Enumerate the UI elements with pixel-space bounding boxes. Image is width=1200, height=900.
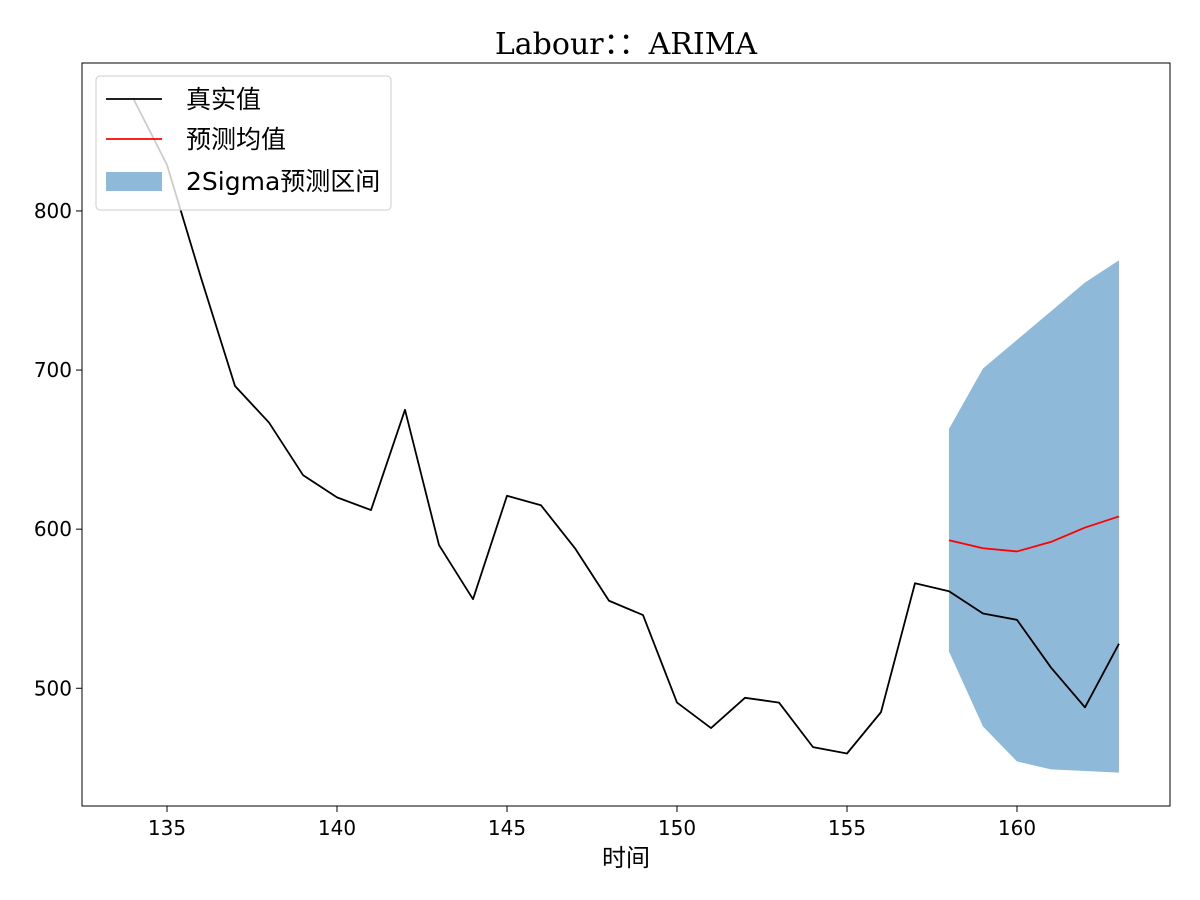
x-axis: 135 140 145 150 155 160 [148,806,1036,840]
series-line-actual [132,97,1120,755]
y-tick-label: 600 [34,517,72,541]
y-tick-label: 700 [34,358,72,382]
y-tick-label: 500 [34,676,72,700]
series-line-forecast [948,515,1120,553]
x-tick-label: 140 [318,816,356,840]
plot-area [132,97,1120,773]
legend-label-actual: 真实值 [186,85,261,114]
legend-frame [95,75,392,211]
x-axis-label: 时间 [602,844,650,872]
legend-label-interval: 2Sigma预测区间 [186,167,380,196]
legend-swatch-interval [106,172,162,191]
series-band-interval [949,260,1119,773]
x-tick-label: 155 [828,816,866,840]
x-tick-label: 150 [658,816,696,840]
legend-label-forecast: 预测均值 [186,125,286,154]
x-tick-label: 135 [148,816,186,840]
y-tick-label: 800 [34,199,72,223]
legend: 真实值 预测均值 2Sigma预测区间 [95,75,392,211]
plot-frame [81,62,1171,807]
x-tick-label: 145 [488,816,526,840]
y-axis: 500 600 700 800 [34,199,82,700]
chart-title: Labour：：ARIMA [495,27,758,62]
x-tick-label: 160 [998,816,1036,840]
